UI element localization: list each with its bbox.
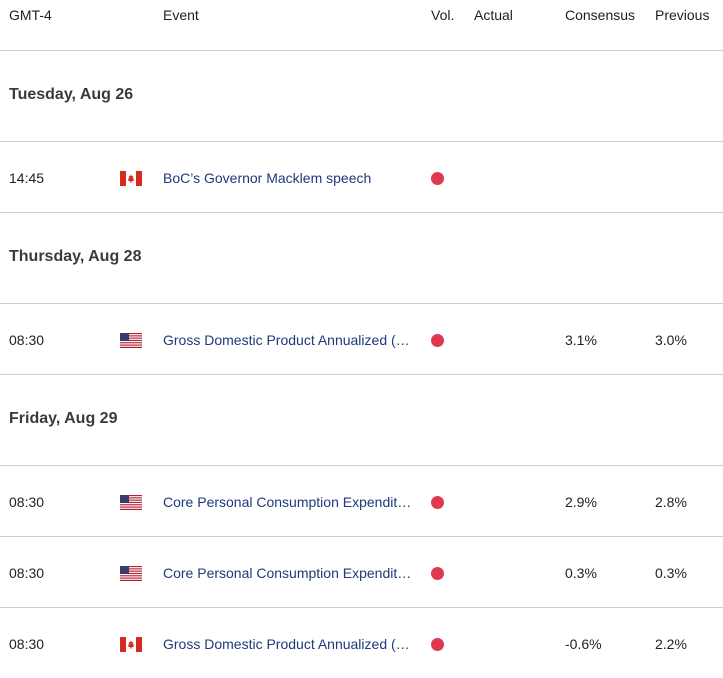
event-time: 08:30 [9, 332, 45, 348]
usa-flag-icon [120, 566, 142, 581]
date-row: Friday, Aug 29 [0, 375, 723, 466]
date-label: Tuesday, Aug 26 [9, 86, 134, 103]
usa-flag-icon [120, 495, 142, 510]
table-row[interactable]: 08:30 Core Personal Consumption Expendit… [0, 537, 723, 608]
event-name[interactable]: Gross Domestic Product Annualized (… [163, 332, 410, 348]
event-name[interactable]: BoC’s Governor Macklem speech [163, 170, 372, 186]
previous-value: 2.2% [655, 636, 687, 652]
previous-value: 0.3% [655, 565, 687, 581]
table-row[interactable]: 08:30 Gross Domestic Product Annualized … [0, 608, 723, 678]
event-name[interactable]: Gross Domestic Product Annualized (… [163, 636, 410, 652]
event-name[interactable]: Core Personal Consumption Expendit… [163, 565, 412, 581]
volatility-dot [431, 567, 444, 580]
table-header: GMT-4 Event Vol. Actual Consensus Previo… [0, 0, 723, 51]
volatility-dot [431, 496, 444, 509]
previous-column-header: Previous [655, 7, 710, 23]
previous-value: 2.8% [655, 494, 687, 510]
consensus-column-header: Consensus [565, 7, 636, 23]
canada-flag-icon [120, 171, 142, 186]
event-name[interactable]: Core Personal Consumption Expendit… [163, 494, 412, 510]
event-time: 14:45 [9, 170, 45, 186]
volatility-column-header: Vol. [431, 7, 455, 23]
previous-value: 3.0% [655, 332, 687, 348]
event-time: 08:30 [9, 494, 45, 510]
consensus-value: -0.6% [565, 636, 602, 652]
date-row: Tuesday, Aug 26 [0, 51, 723, 142]
event-time: 08:30 [9, 565, 45, 581]
actual-column-header: Actual [474, 7, 513, 23]
table-row[interactable]: 08:30 Core Personal Consumption Expendit… [0, 466, 723, 537]
timezone-header[interactable]: GMT-4 [9, 7, 52, 23]
canada-flag-icon [120, 637, 142, 652]
event-time: 08:30 [9, 636, 45, 652]
consensus-value: 3.1% [565, 332, 597, 348]
volatility-dot [431, 172, 444, 185]
consensus-value: 2.9% [565, 494, 597, 510]
table-row[interactable]: 08:30 Gross Domestic Product Annualized … [0, 304, 723, 375]
date-row: Thursday, Aug 28 [0, 213, 723, 304]
usa-flag-icon [120, 333, 142, 348]
table-row[interactable]: 14:45 BoC’s Governor Macklem speech [0, 142, 723, 213]
consensus-value: 0.3% [565, 565, 597, 581]
event-column-header: Event [163, 7, 199, 23]
date-label: Friday, Aug 29 [9, 410, 118, 427]
volatility-dot [431, 638, 444, 651]
volatility-dot [431, 334, 444, 347]
date-label: Thursday, Aug 28 [9, 248, 142, 265]
